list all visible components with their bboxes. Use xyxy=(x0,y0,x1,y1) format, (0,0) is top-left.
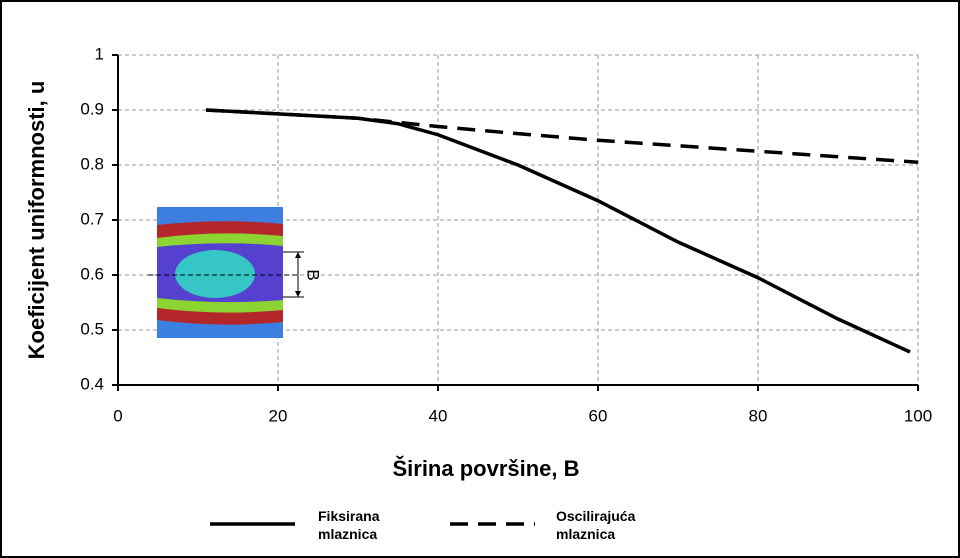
legend-label: Fiksirana mlaznica xyxy=(318,508,380,542)
inset-image: B xyxy=(148,207,323,338)
y-tick-label: 0.5 xyxy=(80,319,104,338)
y-tick-label: 0.8 xyxy=(80,154,104,173)
data-line xyxy=(205,108,911,354)
y-tick-label: 0.6 xyxy=(80,264,104,283)
x-tick-label: 80 xyxy=(749,406,768,425)
x-tick-label: 20 xyxy=(269,406,288,425)
x-tick-label: 40 xyxy=(429,406,448,425)
data-line xyxy=(205,108,919,164)
y-tick-label: 1 xyxy=(95,44,104,63)
y-tick-label: 0.9 xyxy=(80,99,104,118)
x-tick-label: 0 xyxy=(113,406,122,425)
x-tick-label: 100 xyxy=(904,406,932,425)
inset-label: B xyxy=(304,269,323,280)
y-tick-label: 0.7 xyxy=(80,209,104,228)
x-axis-label: Širina površine, B xyxy=(392,456,579,481)
x-tick-label: 60 xyxy=(589,406,608,425)
y-tick-label: 0.4 xyxy=(80,374,104,393)
legend-label: Oscilirajuća mlaznica xyxy=(556,508,636,542)
y-axis-label: Koeficijent uniformnosti, u xyxy=(24,81,49,360)
